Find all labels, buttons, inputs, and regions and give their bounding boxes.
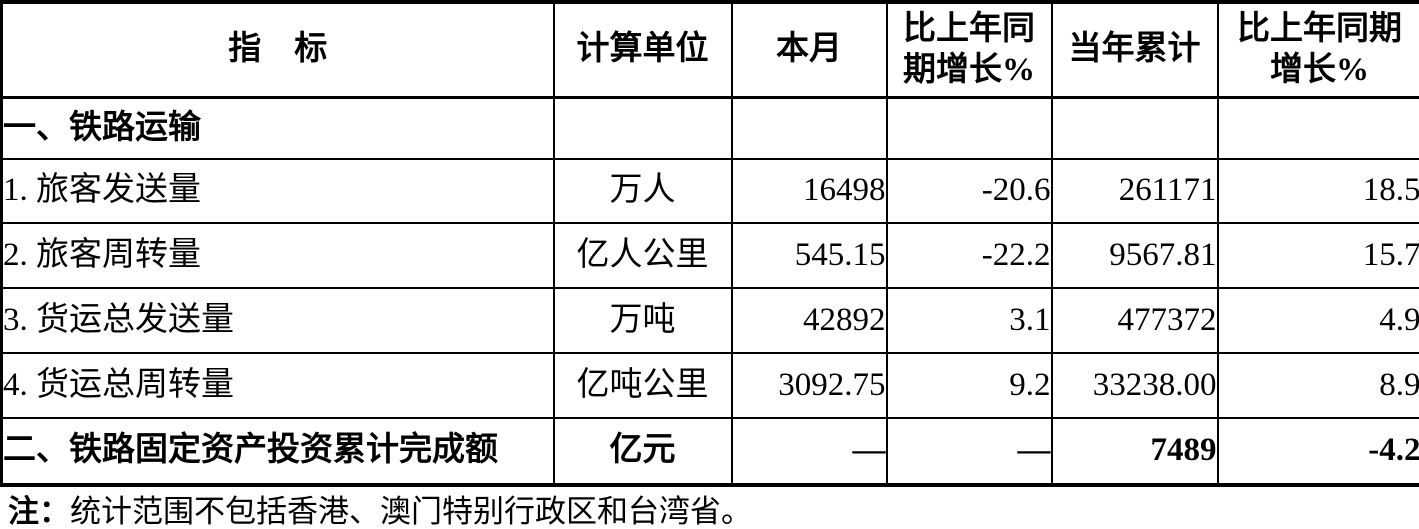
cell-indicator: 二、铁路固定资产投资累计完成额: [2, 418, 554, 485]
cell-ytd-growth: 15.7: [1218, 223, 1419, 288]
cell-ytd: 33238.00: [1052, 353, 1218, 418]
cell-month: 3092.75: [732, 353, 887, 418]
cell-ytd: [1052, 97, 1218, 159]
cell-month-growth: 3.1: [887, 288, 1052, 353]
cell-indicator: 1. 旅客发送量: [2, 159, 554, 223]
cell-unit: [554, 97, 732, 159]
header-month-growth: 比上年同期增长%: [887, 2, 1052, 97]
cell-month: 42892: [732, 288, 887, 353]
cell-ytd: 7489: [1052, 418, 1218, 485]
cell-month-growth: -22.2: [887, 223, 1052, 288]
cell-unit: 亿吨公里: [554, 353, 732, 418]
table-row-section-fixed-asset-investment: 二、铁路固定资产投资累计完成额 亿元 — — 7489 -4.2: [2, 418, 1419, 485]
header-unit: 计算单位: [554, 2, 732, 97]
cell-ytd-growth: 4.9: [1218, 288, 1419, 353]
header-ytd: 当年累计: [1052, 2, 1218, 97]
cell-month-growth: —: [887, 418, 1052, 485]
footnote-label: 注：: [8, 494, 70, 529]
table-row-passenger-volume: 1. 旅客发送量 万人 16498 -20.6 261171 18.5: [2, 159, 1419, 223]
cell-unit: 万人: [554, 159, 732, 223]
cell-ytd-growth: 18.5: [1218, 159, 1419, 223]
cell-month-growth: -20.6: [887, 159, 1052, 223]
cell-month-growth: [887, 97, 1052, 159]
table-row-passenger-turnover: 2. 旅客周转量 亿人公里 545.15 -22.2 9567.81 15.7: [2, 223, 1419, 288]
table-footnote: 注：统计范围不包括香港、澳门特别行政区和台湾省。: [8, 495, 1419, 529]
cell-unit: 亿元: [554, 418, 732, 485]
cell-ytd-growth: -4.2: [1218, 418, 1419, 485]
cell-month: 16498: [732, 159, 887, 223]
cell-month: [732, 97, 887, 159]
cell-indicator: 4. 货运总周转量: [2, 353, 554, 418]
cell-indicator: 3. 货运总发送量: [2, 288, 554, 353]
table-row-freight-volume: 3. 货运总发送量 万吨 42892 3.1 477372 4.9: [2, 288, 1419, 353]
header-month: 本月: [732, 2, 887, 97]
cell-unit: 亿人公里: [554, 223, 732, 288]
cell-ytd-growth: 8.9: [1218, 353, 1419, 418]
table-header-row: 指 标 计算单位 本月 比上年同期增长% 当年累计 比上年同期增长%: [2, 2, 1419, 97]
cell-ytd: 477372: [1052, 288, 1218, 353]
table-row-freight-turnover: 4. 货运总周转量 亿吨公里 3092.75 9.2 33238.00 8.9: [2, 353, 1419, 418]
cell-month: —: [732, 418, 887, 485]
footnote-text: 统计范围不包括香港、澳门特别行政区和台湾省。: [70, 494, 752, 529]
header-indicator: 指 标: [2, 2, 554, 97]
cell-ytd-growth: [1218, 97, 1419, 159]
cell-month: 545.15: [732, 223, 887, 288]
cell-indicator: 2. 旅客周转量: [2, 223, 554, 288]
table-row-section-railway-transport: 一、铁路运输: [2, 97, 1419, 159]
railway-statistics-table: 指 标 计算单位 本月 比上年同期增长% 当年累计 比上年同期增长% 一、铁路运…: [0, 0, 1419, 487]
header-ytd-growth: 比上年同期增长%: [1218, 2, 1419, 97]
cell-ytd: 9567.81: [1052, 223, 1218, 288]
cell-unit: 万吨: [554, 288, 732, 353]
cell-indicator: 一、铁路运输: [2, 97, 554, 159]
cell-month-growth: 9.2: [887, 353, 1052, 418]
cell-ytd: 261171: [1052, 159, 1218, 223]
